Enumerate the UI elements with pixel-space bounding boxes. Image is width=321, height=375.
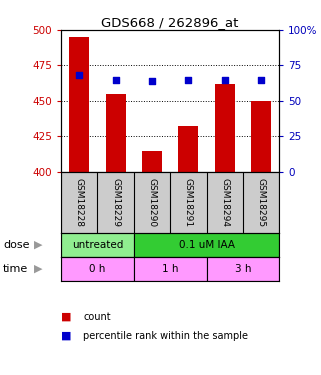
Bar — [69, 37, 89, 172]
Text: untreated: untreated — [72, 240, 123, 250]
Bar — [61, 232, 134, 257]
Text: GSM18294: GSM18294 — [220, 178, 229, 227]
Text: 3 h: 3 h — [235, 264, 251, 274]
Point — [186, 76, 191, 82]
Point — [258, 76, 264, 82]
Text: ■: ■ — [61, 312, 72, 322]
Bar — [206, 257, 279, 281]
Text: 0.1 uM IAA: 0.1 uM IAA — [178, 240, 235, 250]
Point — [113, 76, 118, 82]
Text: GSM18295: GSM18295 — [256, 178, 265, 227]
Text: 1 h: 1 h — [162, 264, 178, 274]
Text: 0 h: 0 h — [89, 264, 106, 274]
Bar — [142, 150, 162, 172]
Bar — [134, 232, 279, 257]
Text: dose: dose — [3, 240, 30, 250]
Text: percentile rank within the sample: percentile rank within the sample — [83, 331, 248, 340]
Text: ■: ■ — [61, 331, 72, 340]
Point — [77, 72, 82, 78]
Point — [149, 78, 154, 84]
Bar — [251, 101, 271, 172]
Text: GSM18228: GSM18228 — [75, 178, 84, 227]
Bar — [106, 94, 126, 172]
Bar — [178, 126, 198, 172]
Text: GSM18290: GSM18290 — [147, 178, 156, 227]
Text: ▶: ▶ — [34, 264, 42, 274]
Text: GSM18229: GSM18229 — [111, 178, 120, 227]
Text: time: time — [3, 264, 29, 274]
Text: GSM18291: GSM18291 — [184, 178, 193, 227]
Bar — [215, 84, 235, 172]
Title: GDS668 / 262896_at: GDS668 / 262896_at — [101, 16, 239, 29]
Text: ▶: ▶ — [34, 240, 42, 250]
Point — [222, 76, 227, 82]
Text: count: count — [83, 312, 111, 322]
Bar — [61, 257, 134, 281]
Bar — [134, 257, 206, 281]
